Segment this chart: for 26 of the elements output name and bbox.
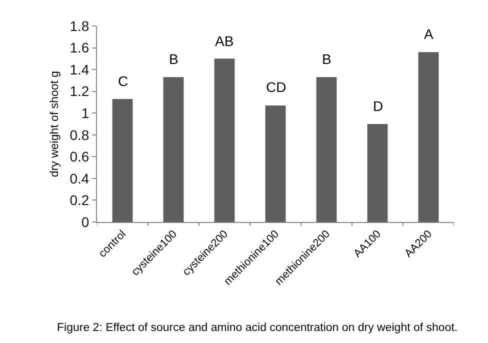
annotation: B xyxy=(169,51,178,67)
bar xyxy=(112,98,133,222)
y-tick-label: 0.4 xyxy=(70,170,90,186)
bar xyxy=(316,77,337,222)
y-tick-label: 1.4 xyxy=(70,61,90,78)
annotation: AB xyxy=(215,33,234,49)
y-tick-label: 1.6 xyxy=(70,40,90,56)
annotation: A xyxy=(424,26,434,42)
annotation: B xyxy=(322,51,332,67)
y-tick-label: 1 xyxy=(81,105,90,122)
y-tick-label: 0.8 xyxy=(70,126,90,143)
y-axis-title: dry weight of shoot g xyxy=(49,70,62,178)
bar xyxy=(214,58,235,222)
bar xyxy=(265,105,286,222)
annotation: D xyxy=(373,98,384,114)
y-tick-label: 1.8 xyxy=(70,18,90,34)
y-tick-label: 1.2 xyxy=(70,83,90,100)
bar xyxy=(367,124,388,222)
annotation: CD xyxy=(266,79,286,95)
y-tick-label: 0.2 xyxy=(70,192,90,208)
y-tick-label: 0.6 xyxy=(70,148,90,165)
caption: Figure 2: Effect of source and amino acid concentration on dry weight of shoot. xyxy=(57,322,458,334)
y-tick-label: 0 xyxy=(81,214,90,230)
annotation: C xyxy=(118,73,128,89)
bar xyxy=(163,77,184,222)
bar xyxy=(418,52,439,222)
